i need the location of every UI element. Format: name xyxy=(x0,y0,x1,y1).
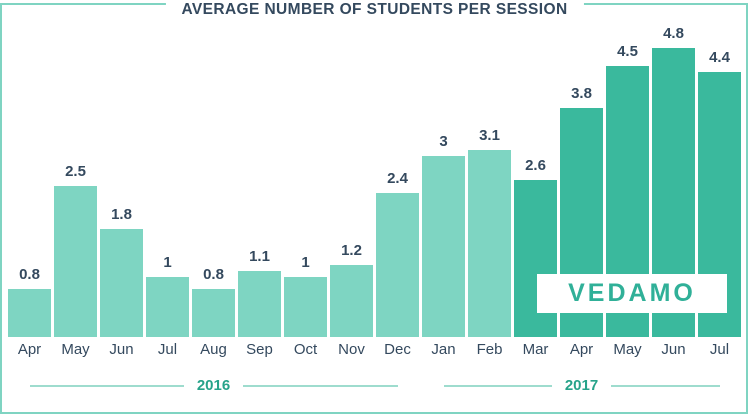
bar-value-label: 4.8 xyxy=(663,25,684,42)
x-axis: Apr May Jun Jul Aug Sep Oct Nov Dec Jan Feb Mar Apr M… xyxy=(8,341,741,358)
x-axis-label: Jul xyxy=(157,341,178,358)
bar-value-label: 1.2 xyxy=(341,242,362,259)
year-rule-right xyxy=(611,385,720,387)
bar-column-2016-aug: 0.8 xyxy=(192,266,235,337)
bar-value-label: 1.1 xyxy=(249,248,270,265)
x-axis-label: Dec xyxy=(384,341,411,358)
x-axis-label: Jan xyxy=(431,341,456,358)
bar-column-2017-mar: 2.6 xyxy=(514,157,557,337)
bar-value-label: 4.5 xyxy=(617,43,638,60)
bar-value-label: 1.8 xyxy=(111,206,132,223)
bar-value-label: 2.5 xyxy=(65,163,86,180)
vedamo-logo-text: VEDAMO xyxy=(568,279,696,307)
bar xyxy=(514,180,557,337)
vedamo-logo: VEDAMO xyxy=(537,274,727,313)
bar-column-2016-jul: 1 xyxy=(146,254,189,337)
year-group-2016: 2016 xyxy=(29,377,398,395)
x-axis-label: Nov xyxy=(338,341,365,358)
bar-value-label: 4.4 xyxy=(709,49,730,66)
bar xyxy=(100,229,143,337)
bar xyxy=(468,150,511,337)
bar-value-label: 3 xyxy=(439,133,448,150)
bar-value-label: 1 xyxy=(301,254,310,271)
bar xyxy=(146,277,189,337)
bar-column-2017-feb: 3.1 xyxy=(468,127,511,337)
bar xyxy=(54,186,97,337)
x-axis-label: Jun xyxy=(109,341,134,358)
x-axis-label: Apr xyxy=(569,341,594,358)
bar-value-label: 3.8 xyxy=(571,85,592,102)
bar-column-2016-may: 2.5 xyxy=(54,163,97,337)
year-rule-right xyxy=(243,385,398,387)
bar-column-2016-dec: 2.4 xyxy=(376,170,419,337)
bar-column-2016-jun: 1.8 xyxy=(100,206,143,337)
x-axis-label: Apr xyxy=(17,341,42,358)
bar-value-label: 0.8 xyxy=(203,266,224,283)
bar-value-label: 3.1 xyxy=(479,127,500,144)
bar-value-label: 0.8 xyxy=(19,266,40,283)
year-rule-left xyxy=(29,385,184,387)
bar-value-label: 2.4 xyxy=(387,170,408,187)
x-axis-label: Jun xyxy=(661,341,686,358)
bar-column-2016-sep: 1.1 xyxy=(238,248,281,337)
year-group-2017: 2017 xyxy=(443,377,720,395)
chart-title: AVERAGE NUMBER OF STUDENTS PER SESSION xyxy=(165,0,584,20)
bar xyxy=(238,271,281,337)
x-axis-label: Sep xyxy=(246,341,273,358)
plot-area: 0.8 2.5 1.8 1 0.8 1.1 1 1.2 2.4 3 3.1 2.6 3.8 4.5 4.8 4… xyxy=(8,0,741,337)
bar-column-2016-nov: 1.2 xyxy=(330,242,373,337)
year-label: 2017 xyxy=(564,377,599,394)
bar-column-2016-apr: 0.8 xyxy=(8,266,51,337)
x-axis-label: Mar xyxy=(522,341,549,358)
year-rule-left xyxy=(443,385,552,387)
x-axis-label: Feb xyxy=(476,341,503,358)
bar xyxy=(284,277,327,337)
bar-value-label: 1 xyxy=(163,254,172,271)
bar xyxy=(422,156,465,337)
bar-column-2016-oct: 1 xyxy=(284,254,327,337)
bar xyxy=(330,265,373,337)
year-label: 2016 xyxy=(196,377,231,394)
x-axis-label: May xyxy=(613,341,642,358)
x-axis-label: Aug xyxy=(200,341,227,358)
x-axis-label: Oct xyxy=(293,341,318,358)
bar xyxy=(376,193,419,337)
x-axis-label: May xyxy=(61,341,90,358)
bar-value-label: 2.6 xyxy=(525,157,546,174)
x-axis-label: Jul xyxy=(709,341,730,358)
bar xyxy=(8,289,51,337)
bar xyxy=(192,289,235,337)
bar-column-2017-jan: 3 xyxy=(422,133,465,337)
